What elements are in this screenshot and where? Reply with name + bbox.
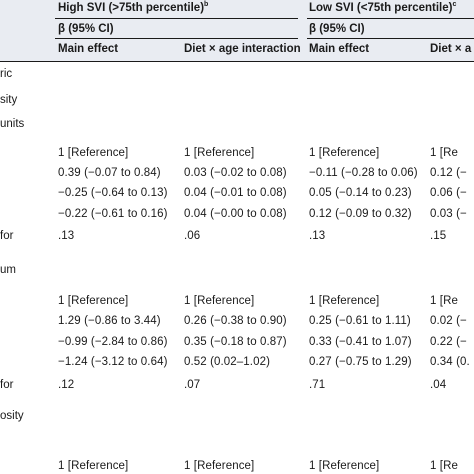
table-cell-p-value: .13 xyxy=(58,230,75,242)
table-cell-p-value: .12 xyxy=(58,379,75,391)
table-cell-p-value: .15 xyxy=(430,230,447,242)
footnote-marker-b: b xyxy=(204,1,209,8)
table-cell: 0.04 (−0.00 to 0.08) xyxy=(184,208,287,220)
table-cell: 1 [Reference] xyxy=(58,147,129,159)
table-cell: 0.03 (− xyxy=(430,208,467,220)
group-rule-high xyxy=(55,18,298,19)
table-cell: 1 [Reference] xyxy=(58,460,129,472)
beta-rule-low xyxy=(307,38,474,39)
table-cell-p-value: .71 xyxy=(309,379,326,391)
table-header-band xyxy=(0,0,474,62)
table-cell: 0.39 (−0.07 to 0.84) xyxy=(58,167,161,179)
table-cell: 0.52 (0.02–1.02) xyxy=(184,356,270,368)
group-rule-low xyxy=(307,18,474,19)
table-cell: 0.12 (−0.09 to 0.32) xyxy=(309,208,412,220)
col-interaction-low: Diet × a xyxy=(430,43,472,55)
table-cell: 1 [Reference] xyxy=(309,295,380,307)
table-cell: −0.25 (−0.64 to 0.13) xyxy=(58,187,168,199)
table-cell: 0.12 (− xyxy=(430,167,467,179)
table-cell: 1 [Reference] xyxy=(58,295,129,307)
table-cell: 0.34 (0. xyxy=(430,356,470,368)
table-cell: 0.35 (−0.18 to 0.87) xyxy=(184,336,287,348)
table-cell: 0.05 (−0.14 to 0.23) xyxy=(309,187,412,199)
table-cell: 0.02 (− xyxy=(430,315,467,327)
table-cell: 1 [Reference] xyxy=(184,460,255,472)
beta-header-low: β (95% CI) xyxy=(309,23,365,35)
col-interaction-high: Diet × age interaction xyxy=(184,43,301,55)
table-cell: 1 [Reference] xyxy=(184,147,255,159)
row-label-8: for xyxy=(0,379,14,391)
table-cell: 0.33 (−0.41 to 1.07) xyxy=(309,336,412,348)
row-label-2: sity xyxy=(0,94,18,106)
table-cell: −0.99 (−2.84 to 0.86) xyxy=(58,336,168,348)
col-main-effect-high: Main effect xyxy=(58,43,119,55)
table-cell: 0.26 (−0.38 to 0.90) xyxy=(184,315,287,327)
table-cell: 0.06 (− xyxy=(430,187,467,199)
table-cell: 0.25 (−0.61 to 1.11) xyxy=(309,315,411,327)
table-cell: 0.22 (− xyxy=(430,336,467,348)
footnote-marker-c: c xyxy=(452,1,457,8)
table-cell: 1 [Re xyxy=(430,295,458,307)
row-label-6: um xyxy=(0,264,16,276)
table-cell: −1.24 (−3.12 to 0.64) xyxy=(58,356,168,368)
table-cell: 0.03 (−0.02 to 0.08) xyxy=(184,167,287,179)
table-cell-p-value: .13 xyxy=(309,230,326,242)
header-bottom-rule xyxy=(0,61,474,62)
table-cell: 1 [Re xyxy=(430,147,458,159)
table-cell: 1 [Reference] xyxy=(309,147,380,159)
table-cell: 0.27 (−0.75 to 1.29) xyxy=(309,356,412,368)
table-cell-p-value: .06 xyxy=(184,230,201,242)
table-cell: −0.22 (−0.61 to 0.16) xyxy=(58,208,168,220)
row-label-9: osity xyxy=(0,410,24,422)
table-cell: 1 [Re xyxy=(430,460,458,472)
group-header-low-svi: Low SVI (<75th percentile)c xyxy=(309,1,457,14)
beta-rule-high xyxy=(55,38,298,39)
table-cell: 1 [Reference] xyxy=(184,295,255,307)
table-cell: −0.11 (−0.28 to 0.06) xyxy=(309,167,418,179)
row-label-1: ric xyxy=(0,68,13,80)
row-label-3: units xyxy=(0,118,25,130)
table-cell: 0.04 (−0.01 to 0.08) xyxy=(184,187,287,199)
row-label-5: for xyxy=(0,230,14,242)
table-cell-p-value: .04 xyxy=(430,379,447,391)
table-cell: 1 [Reference] xyxy=(309,460,380,472)
col-main-effect-low: Main effect xyxy=(309,43,370,55)
group-header-high-svi: High SVI (>75th percentile)b xyxy=(58,1,209,14)
beta-header-high: β (95% CI) xyxy=(58,23,114,35)
table-cell: 1.29 (−0.86 to 3.44) xyxy=(58,315,161,327)
table-cell-p-value: .07 xyxy=(184,379,201,391)
